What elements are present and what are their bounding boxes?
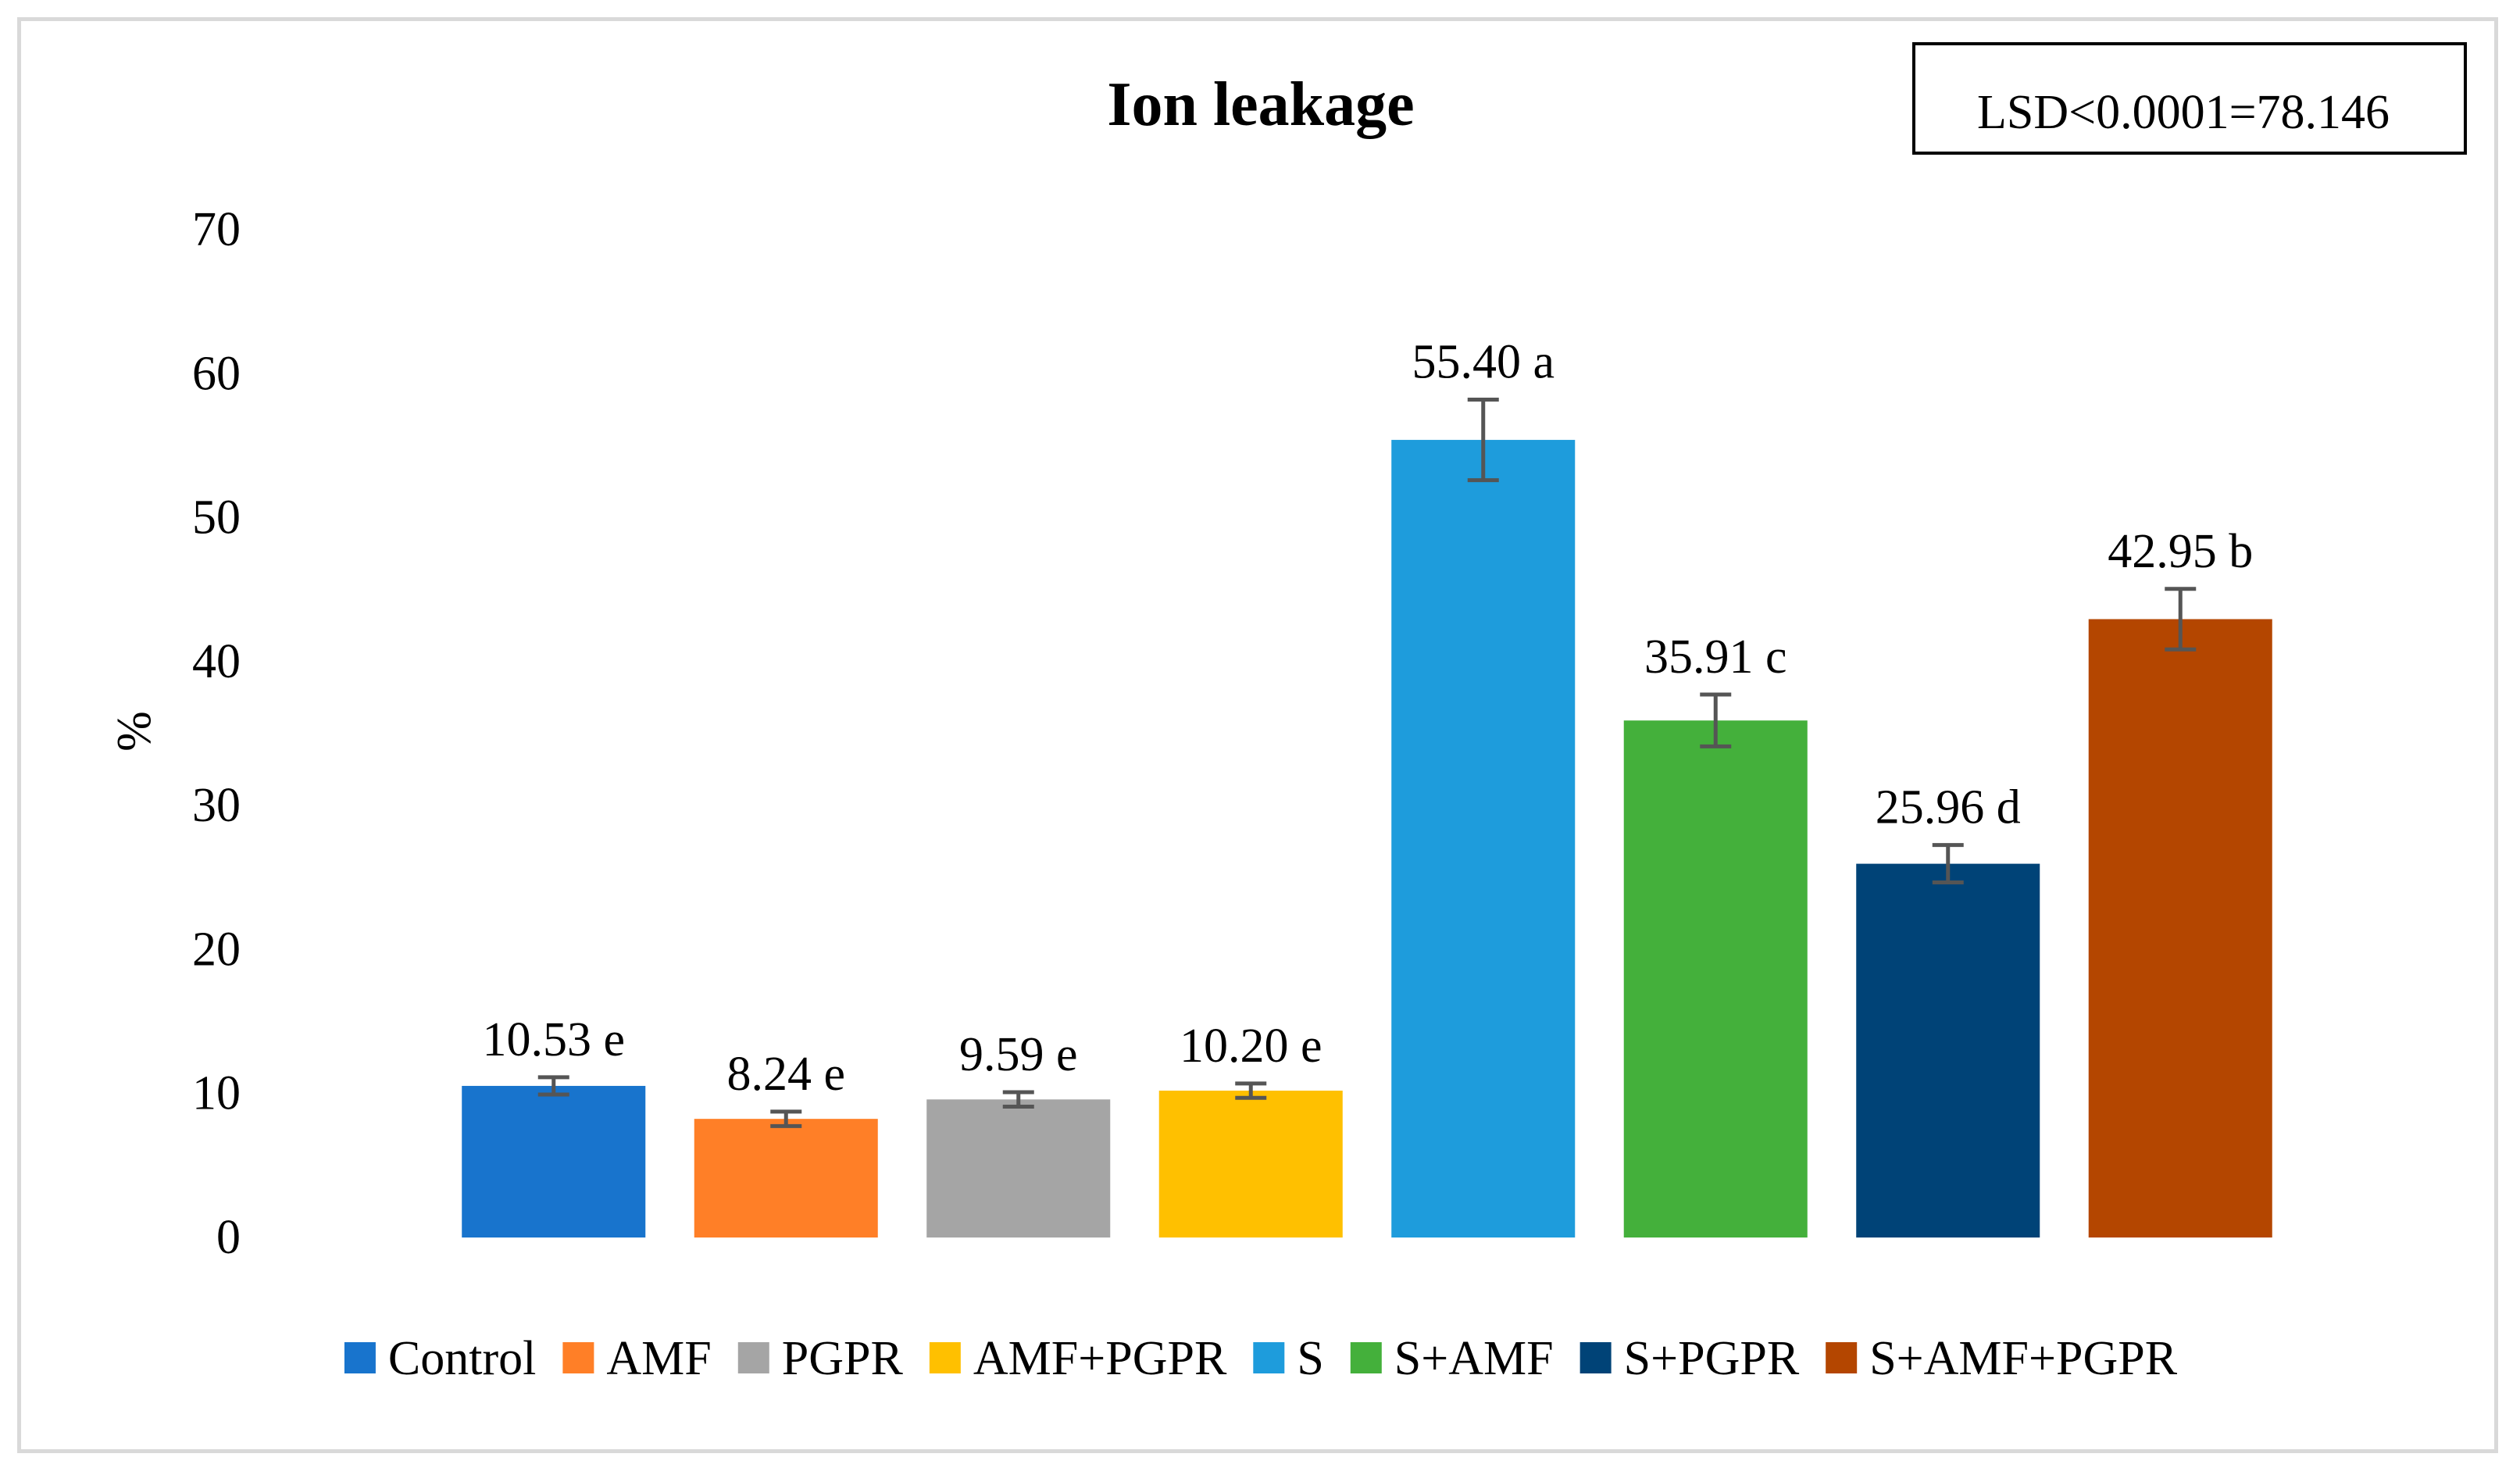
lsd-annotation-box bbox=[1912, 42, 2467, 155]
y-tick-label: 30 bbox=[192, 779, 241, 832]
legend-swatch bbox=[737, 1342, 769, 1373]
data-label: 10.20 e bbox=[1180, 1020, 1322, 1073]
bar-amf-pgpr bbox=[1158, 1091, 1343, 1238]
bar-s-amf bbox=[1623, 720, 1808, 1238]
data-label: 10.53 e bbox=[482, 1013, 625, 1066]
bar-s-pgpr bbox=[1856, 863, 2040, 1238]
bar-amf bbox=[694, 1119, 878, 1238]
legend-label: AMF bbox=[606, 1332, 711, 1385]
legend-swatch bbox=[929, 1342, 961, 1373]
bar-s bbox=[1391, 440, 1576, 1238]
y-axis-ticks: 0 10 20 30 40 50 60 70 bbox=[192, 203, 241, 1264]
legend-label: S+PGPR bbox=[1624, 1332, 1800, 1385]
legend-label: S+AMF bbox=[1394, 1332, 1554, 1385]
legend: Control AMF PGPR AMF+PGPR S S+AMF S+PGPR S+AMF+… bbox=[344, 1332, 2178, 1385]
y-tick-label: 70 bbox=[192, 203, 241, 256]
data-label: 9.59 e bbox=[959, 1028, 1078, 1081]
chart-title: Ion leakage bbox=[1107, 70, 1414, 139]
lsd-annotation: LSD<0.0001=78.146 bbox=[1977, 86, 2390, 139]
legend-swatch bbox=[1579, 1342, 1612, 1373]
legend-label: PGPR bbox=[782, 1332, 904, 1385]
legend-swatch bbox=[344, 1342, 376, 1373]
y-tick-label: 40 bbox=[192, 635, 241, 688]
data-label: 25.96 d bbox=[1876, 781, 2021, 834]
bar-control bbox=[462, 1085, 646, 1238]
legend-label: S+AMF+PGPR bbox=[1869, 1332, 2178, 1385]
bar-pgpr bbox=[926, 1099, 1111, 1238]
data-labels: 10.53 e 8.24 e 9.59 e 10.20 e 55.40 a 35.91 c… bbox=[482, 335, 2253, 1100]
legend-swatch bbox=[1826, 1342, 1858, 1373]
legend-label: AMF+PGPR bbox=[973, 1332, 1227, 1385]
data-label: 42.95 b bbox=[2108, 525, 2253, 578]
bar-s-amf-pgpr bbox=[2088, 619, 2272, 1238]
y-tick-label: 10 bbox=[192, 1067, 241, 1120]
y-tick-label: 50 bbox=[192, 491, 241, 545]
y-tick-label: 60 bbox=[192, 347, 241, 400]
legend-label: S bbox=[1297, 1332, 1323, 1385]
legend-label: Control bbox=[388, 1332, 536, 1385]
y-tick-label: 20 bbox=[192, 923, 241, 976]
bar-series bbox=[462, 440, 2272, 1238]
y-tick-label: 0 bbox=[216, 1211, 241, 1264]
error-bars bbox=[537, 397, 2197, 1128]
data-label: 8.24 e bbox=[726, 1048, 845, 1101]
data-label: 35.91 c bbox=[1644, 630, 1787, 684]
legend-swatch bbox=[1253, 1342, 1285, 1373]
legend-swatch bbox=[1350, 1342, 1382, 1373]
legend-swatch bbox=[562, 1342, 594, 1373]
data-label: 55.40 a bbox=[1412, 335, 1554, 388]
y-axis-label: % bbox=[108, 711, 161, 752]
